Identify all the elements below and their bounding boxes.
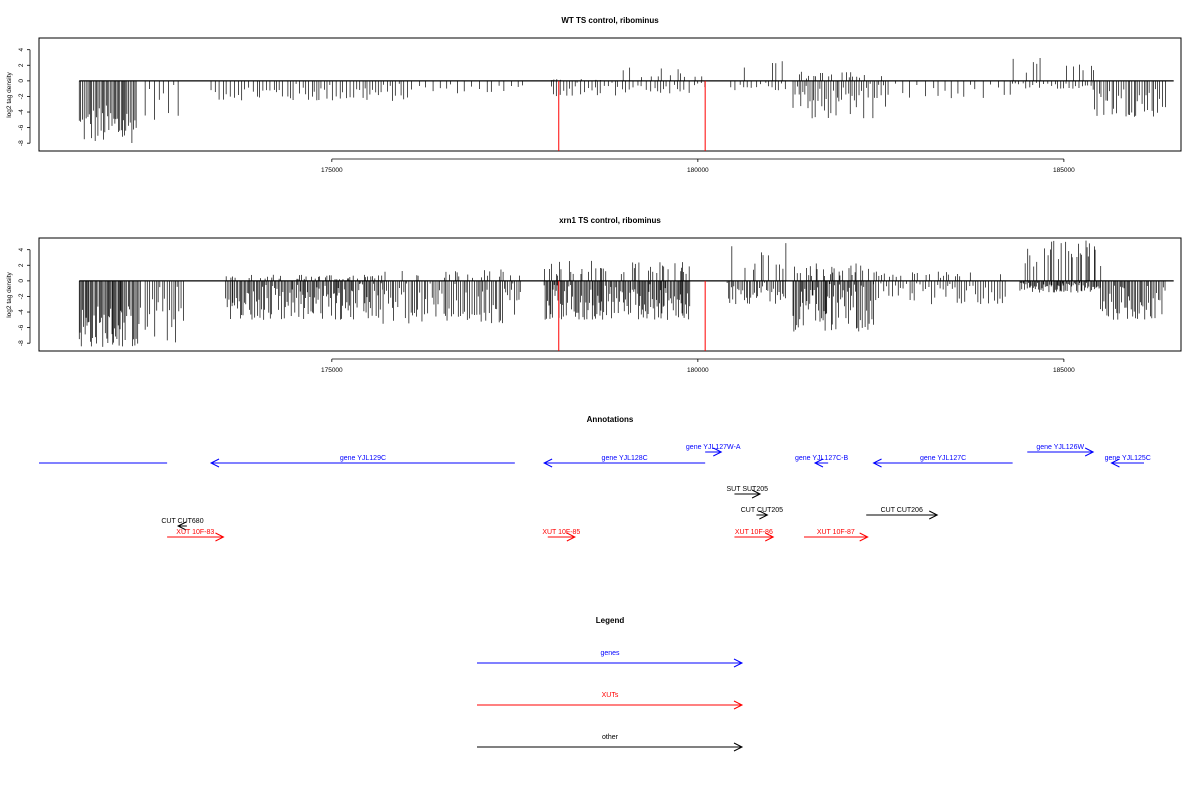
x-tick-label: 175000: [321, 167, 343, 174]
annotation-feature: XUT 10F-87: [803, 529, 869, 542]
annotation-feature: XUT 10F-85: [542, 529, 580, 542]
arrow-head: [713, 447, 723, 457]
arrow-head: [929, 510, 939, 520]
feature-label: XUT 10F-83: [176, 529, 214, 536]
legend-title: Legend: [596, 616, 625, 625]
y-tick-label: -6: [18, 124, 25, 130]
xrn1-track-title: xrn1 TS control, ribominus: [559, 216, 661, 225]
legend-item: other: [477, 734, 744, 752]
feature-label: gene YJL127C-B: [795, 455, 849, 462]
feature-label: gene YJL125C: [1105, 455, 1151, 462]
y-tick-label: -2: [18, 93, 25, 99]
annotations-panel: Annotations gene YJL129C gene YJL128Cgene…: [39, 415, 1151, 542]
annotations-title: Annotations: [587, 415, 634, 424]
legend-label: genes: [600, 650, 620, 657]
feature-label: SUT SUT205: [727, 486, 769, 493]
feature-label: XUT 10F-87: [817, 529, 855, 536]
y-tick-label: -6: [18, 324, 25, 330]
annotation-feature: gene YJL127W-A: [686, 444, 741, 457]
feature-label: CUT CUT680: [161, 518, 203, 525]
arrow-head: [751, 489, 762, 499]
feature-label: gene YJL129C: [340, 455, 386, 462]
y-tick-label: 4: [18, 48, 25, 52]
arrow-head: [566, 532, 576, 542]
legend-item: genes: [477, 650, 744, 668]
legend-label: XUTs: [602, 692, 619, 699]
legend-label: other: [602, 734, 619, 741]
annotation-feature: XUT 10F-83: [167, 529, 225, 542]
wt-plot-frame: [38, 37, 1182, 152]
feature-label: CUT CUT205: [741, 507, 783, 514]
wt-y-axis-label: log2 tag density: [6, 71, 13, 117]
legend-arrow-head: [733, 742, 744, 752]
legend-item: XUTs: [477, 692, 744, 710]
annotation-feature: gene YJL128C: [542, 455, 706, 468]
feature-label: XUT 10F-86: [735, 529, 773, 536]
feature-label: gene YJL127C: [920, 455, 966, 462]
arrow-head: [215, 532, 225, 542]
annotation-feature: gene YJL126W: [1027, 444, 1095, 457]
wt-track-title: WT TS control, ribominus: [561, 16, 659, 25]
y-tick-label: -8: [18, 340, 25, 346]
annotation-feature: gene YJL127C-B: [795, 455, 849, 468]
legend-panel: Legend genes XUTs other: [477, 616, 744, 752]
xrn1-plot-frame: [38, 237, 1182, 352]
wt-track-panel: WT TS control, ribominus log2 tag densit…: [6, 16, 1182, 174]
legend-arrow-head: [733, 658, 744, 668]
xrn1-y-axis: -8 -6 -4 -2 0 2 4: [18, 248, 31, 346]
annotation-feature: CUT CUT206: [866, 507, 939, 520]
y-tick-label: -4: [18, 109, 25, 115]
wt-density-bars: [78, 58, 1174, 151]
arrow-head: [209, 458, 220, 468]
y-tick-label: -4: [18, 309, 25, 315]
xrn1-track-panel: xrn1 TS control, ribominus log2 tag dens…: [6, 216, 1182, 374]
x-tick-label: 185000: [1053, 167, 1075, 174]
wt-x-axis: 175000 180000 185000: [321, 158, 1075, 174]
annotation-feature: gene YJL125C: [1105, 455, 1151, 468]
annotation-feature: gene YJL127C: [872, 455, 1013, 468]
y-tick-label: -2: [18, 293, 25, 299]
arrow-head: [872, 458, 882, 468]
annotation-feature: XUT 10F-86: [734, 529, 775, 542]
arrow-head: [1084, 447, 1095, 457]
legend-arrow-head: [733, 700, 744, 710]
arrow-head: [813, 458, 824, 468]
wt-y-axis: -8 -6 -4 -2 0 2 4: [18, 48, 31, 146]
x-tick-label: 185000: [1053, 367, 1075, 374]
y-tick-label: 2: [18, 63, 25, 67]
arrow-head: [759, 510, 769, 520]
arrow-head: [765, 532, 775, 542]
y-tick-label: 0: [18, 79, 25, 83]
y-tick-label: -8: [18, 140, 25, 146]
annotation-feature: CUT CUT680: [161, 518, 204, 531]
x-tick-label: 180000: [687, 167, 709, 174]
arrow-head: [542, 458, 553, 468]
x-tick-label: 175000: [321, 367, 343, 374]
x-tick-label: 180000: [687, 367, 709, 374]
annotation-features: gene YJL129C gene YJL128C gene YJL127W-A ge…: [39, 444, 1151, 542]
y-tick-label: 4: [18, 248, 25, 252]
y-tick-label: 0: [18, 279, 25, 283]
annotation-feature: CUT CUT205: [741, 507, 783, 520]
xrn1-density-bars: [78, 240, 1174, 351]
feature-label: gene YJL126W: [1036, 444, 1084, 451]
arrow-head: [859, 532, 869, 542]
y-tick-label: 2: [18, 263, 25, 267]
feature-label: XUT 10F-85: [542, 529, 580, 536]
feature-label: CUT CUT206: [881, 507, 923, 514]
arrow-head: [1110, 458, 1120, 468]
xrn1-x-axis: 175000 180000 185000: [321, 358, 1075, 374]
arrow-head: [176, 521, 187, 531]
xrn1-y-axis-label: log2 tag density: [6, 271, 13, 317]
annotation-feature: gene YJL129C: [209, 455, 515, 468]
feature-label: gene YJL128C: [602, 455, 648, 462]
annotation-feature: SUT SUT205: [727, 486, 769, 499]
feature-label: gene YJL127W-A: [686, 444, 741, 451]
legend-items: genes XUTs other: [477, 650, 744, 752]
